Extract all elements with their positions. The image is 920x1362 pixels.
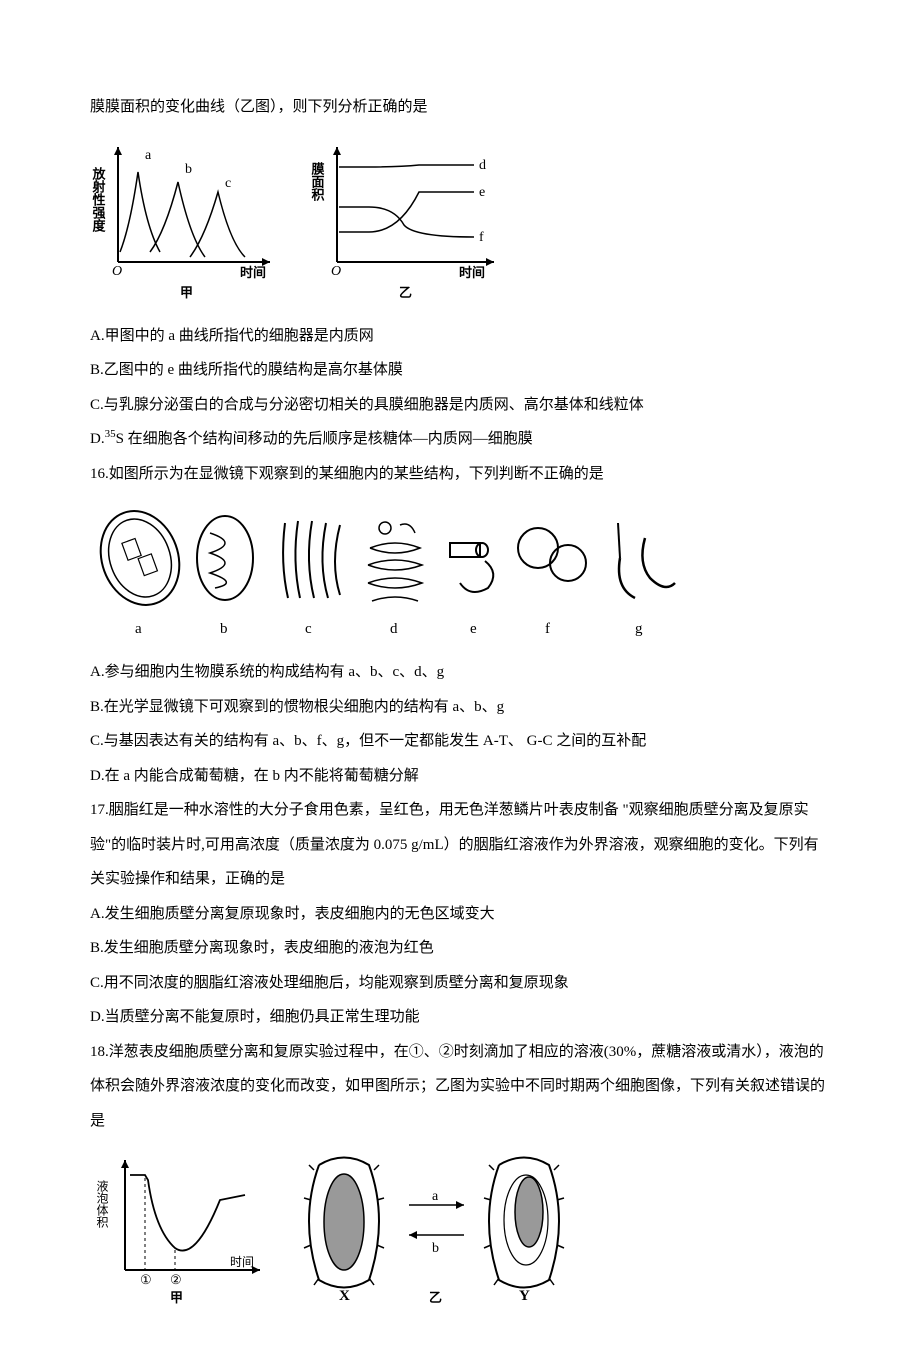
bottom-label-jia: 甲 <box>180 285 193 300</box>
q16-diagram: a b c d e f g <box>90 503 830 643</box>
intro-continuation: 膜膜面积的变化曲线（乙图），则下列分析正确的是 <box>90 90 830 125</box>
svg-text:f: f <box>479 230 484 245</box>
bottom-label-q18-yi: 乙 <box>429 1290 442 1305</box>
q15-option-b: B.乙图中的 e 曲线所指代的膜结构是高尔基体膜 <box>90 353 830 388</box>
svg-text:e: e <box>479 185 485 200</box>
q16-option-d: D.在 a 内能合成葡萄糖，在 b 内不能将葡萄糖分解 <box>90 759 830 794</box>
svg-text:a: a <box>135 621 142 637</box>
svg-text:O: O <box>112 264 122 279</box>
q15-figures: 放射性强度 时间 O a b c 甲 膜面积 时间 O d e f 乙 <box>90 137 830 307</box>
cell-x-icon <box>304 1158 384 1288</box>
q15-option-a: A.甲图中的 a 曲线所指代的细胞器是内质网 <box>90 319 830 354</box>
q17-option-c: C.用不同浓度的胭脂红溶液处理细胞后，均能观察到质壁分离和复原现象 <box>90 966 830 1001</box>
organelle-d-icon <box>368 522 422 601</box>
y-axis-label: 放射性强度 <box>91 166 107 233</box>
organelle-e-icon <box>450 543 493 592</box>
q17-option-b: B.发生细胞质壁分离现象时，表皮细胞的液泡为红色 <box>90 931 830 966</box>
q17-stem: 17.胭脂红是一种水溶性的大分子食用色素，呈红色，用无色洋葱鳞片叶表皮制备 "观… <box>90 793 830 897</box>
svg-text:e: e <box>470 621 477 637</box>
svg-text:d: d <box>390 621 398 637</box>
q16-option-c: C.与基因表达有关的结构有 a、b、f、g，但不一定都能发生 A-T、 G-C … <box>90 724 830 759</box>
q15-option-c: C.与乳腺分泌蛋白的合成与分泌密切相关的具膜细胞器是内质网、高尔基体和线粒体 <box>90 388 830 423</box>
bottom-label-yi: 乙 <box>399 285 412 300</box>
x-axis-label-yi: 时间 <box>459 265 485 280</box>
svg-text:b: b <box>220 621 228 637</box>
bottom-label-q18-jia: 甲 <box>170 1290 183 1305</box>
organelle-b-icon <box>197 516 253 600</box>
x-axis-label-q18: 时间 <box>230 1255 254 1269</box>
svg-text:b: b <box>432 1241 439 1256</box>
q16-stem: 16.如图所示为在显微镜下观察到的某细胞内的某些结构，下列判断不正确的是 <box>90 457 830 492</box>
organelle-a-icon <box>90 503 192 616</box>
organelle-c-icon <box>283 521 340 598</box>
x-axis-label: 时间 <box>240 265 266 280</box>
q15-chart-yi: 膜面积 时间 O d e f 乙 <box>309 137 509 307</box>
svg-text:①: ① <box>140 1272 152 1287</box>
q15-option-d: D.35S 在细胞各个结构间移动的先后顺序是核糖体—内质网—细胞膜 <box>90 422 830 457</box>
y-axis-label-q18: 液泡体积 <box>95 1179 109 1229</box>
arrows-icon: a b <box>409 1189 464 1256</box>
q17-option-a: A.发生细胞质壁分离复原现象时，表皮细胞内的无色区域变大 <box>90 897 830 932</box>
cell-y-icon <box>484 1158 564 1288</box>
q16-option-b: B.在光学显微镜下可观察到的惯物根尖细胞内的结构有 a、b、g <box>90 690 830 725</box>
y-axis-label-yi: 膜面积 <box>310 161 325 202</box>
svg-text:②: ② <box>170 1272 182 1287</box>
svg-text:g: g <box>635 621 643 637</box>
q18-chart-yi: a b X Y 乙 <box>289 1150 599 1310</box>
svg-text:O: O <box>331 264 341 279</box>
svg-text:b: b <box>185 162 192 177</box>
svg-text:c: c <box>305 621 312 637</box>
organelle-g-icon <box>618 523 675 598</box>
svg-text:a: a <box>432 1189 439 1204</box>
q18-chart-jia: 液泡体积 时间 ① ② 甲 <box>90 1150 270 1310</box>
q18-figures: 液泡体积 时间 ① ② 甲 a b X Y <box>90 1150 830 1310</box>
q16-option-a: A.参与细胞内生物膜系统的构成结构有 a、b、c、d、g <box>90 655 830 690</box>
svg-text:c: c <box>225 176 231 191</box>
organelle-f-icon <box>518 528 586 581</box>
q18-stem: 18.洋葱表皮细胞质壁分离和复原实验过程中，在①、②时刻滴加了相应的溶液(30%… <box>90 1035 830 1139</box>
q15-chart-jia: 放射性强度 时间 O a b c 甲 <box>90 137 280 307</box>
svg-text:d: d <box>479 158 486 173</box>
svg-text:a: a <box>145 148 152 163</box>
q17-option-d: D.当质壁分离不能复原时，细胞仍具正常生理功能 <box>90 1000 830 1035</box>
svg-text:f: f <box>545 621 550 637</box>
